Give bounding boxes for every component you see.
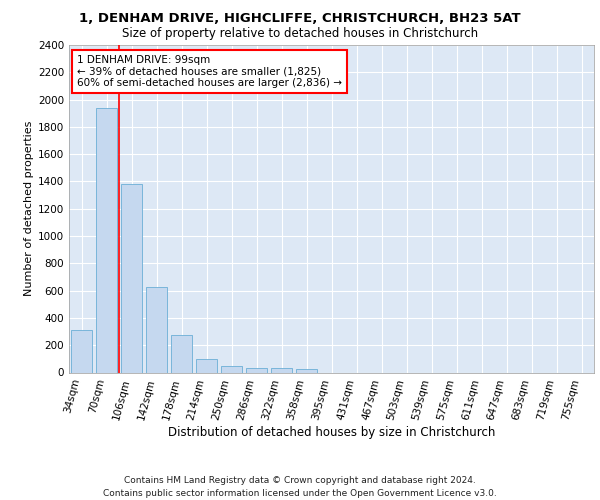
Text: Contains HM Land Registry data © Crown copyright and database right 2024.
Contai: Contains HM Land Registry data © Crown c… <box>103 476 497 498</box>
Bar <box>221 366 242 372</box>
Bar <box>96 108 117 372</box>
Bar <box>171 335 192 372</box>
Bar <box>271 368 292 372</box>
Text: 1 DENHAM DRIVE: 99sqm
← 39% of detached houses are smaller (1,825)
60% of semi-d: 1 DENHAM DRIVE: 99sqm ← 39% of detached … <box>77 55 342 88</box>
Bar <box>246 368 267 372</box>
Text: Size of property relative to detached houses in Christchurch: Size of property relative to detached ho… <box>122 28 478 40</box>
Bar <box>196 359 217 372</box>
Text: 1, DENHAM DRIVE, HIGHCLIFFE, CHRISTCHURCH, BH23 5AT: 1, DENHAM DRIVE, HIGHCLIFFE, CHRISTCHURC… <box>79 12 521 26</box>
Bar <box>71 330 92 372</box>
Bar <box>296 370 317 372</box>
Bar <box>146 286 167 372</box>
Y-axis label: Number of detached properties: Number of detached properties <box>24 121 34 296</box>
Bar <box>121 184 142 372</box>
X-axis label: Distribution of detached houses by size in Christchurch: Distribution of detached houses by size … <box>168 426 495 439</box>
